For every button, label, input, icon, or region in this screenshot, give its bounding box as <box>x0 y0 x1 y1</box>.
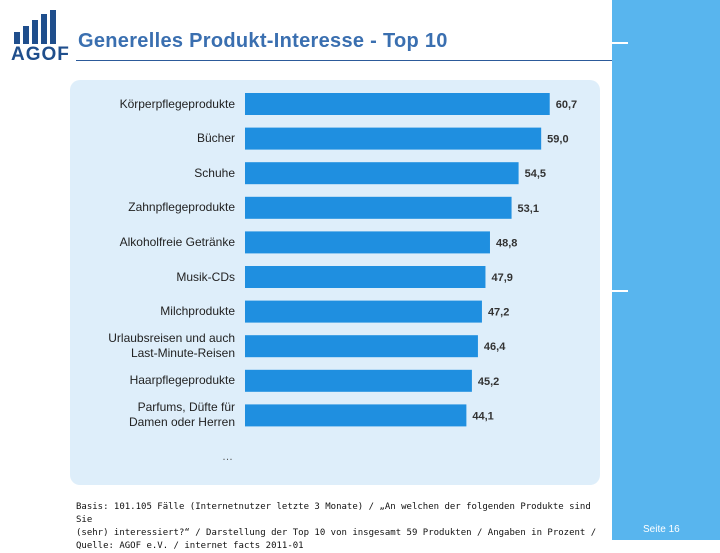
bar <box>245 335 478 358</box>
more-items-ellipsis: … <box>222 451 233 463</box>
bar <box>245 404 467 427</box>
footnote: Basis: 101.105 Fälle (Internetnutzer let… <box>76 502 597 551</box>
bar <box>245 93 550 115</box>
category-label: Schuhe <box>194 165 235 180</box>
bar <box>245 162 519 185</box>
title-divider <box>76 60 612 61</box>
agof-logo: AGOF <box>8 10 70 70</box>
bar-value-label: 59,0 <box>547 134 568 146</box>
logo-text: AGOF <box>11 44 70 65</box>
bar <box>245 196 512 219</box>
category-label: Musik-CDs <box>176 269 235 284</box>
bar <box>245 266 486 288</box>
side-band <box>612 0 720 540</box>
bar-value-label: 48,8 <box>496 237 517 249</box>
bar <box>245 127 542 150</box>
side-band-tick <box>612 290 628 292</box>
bar-chart-svg: 60,7 59,0 54,5 53,1 48,8 47,9 47,2 46,4 45,2 44,1 <box>245 93 577 427</box>
bar-value-label: 47,9 <box>491 272 512 284</box>
bar-value-label: 45,2 <box>478 376 499 388</box>
page-number: Seite 16 <box>643 524 680 535</box>
logo-bars-icon <box>12 10 68 44</box>
bar-value-label: 46,4 <box>484 341 506 353</box>
side-band-tick <box>612 42 628 44</box>
bar <box>245 231 490 254</box>
page-title: Generelles Produkt-Interesse - Top 10 <box>78 30 448 52</box>
bar <box>245 369 472 392</box>
category-label: Alkoholfreie Getränke <box>119 234 235 249</box>
category-label: Zahnpflegeprodukte <box>128 200 235 215</box>
category-label: Urlaubsreisen und auch Last-Minute-Reisen <box>108 331 235 361</box>
bar-value-label: 44,1 <box>472 410 493 422</box>
category-label: Milchprodukte <box>160 304 235 319</box>
category-label: Haarpflegeprodukte <box>129 373 235 388</box>
category-label: Parfums, Düfte für Damen oder Herren <box>128 400 235 430</box>
category-label: Bücher <box>196 131 235 146</box>
bar-value-label: 53,1 <box>518 203 539 215</box>
category-label: Körperpflegeprodukte <box>119 96 235 111</box>
bar-value-label: 60,7 <box>556 99 577 111</box>
bar <box>245 300 482 323</box>
bar-value-label: 47,2 <box>488 307 509 319</box>
bar-value-label: 54,5 <box>525 168 546 180</box>
